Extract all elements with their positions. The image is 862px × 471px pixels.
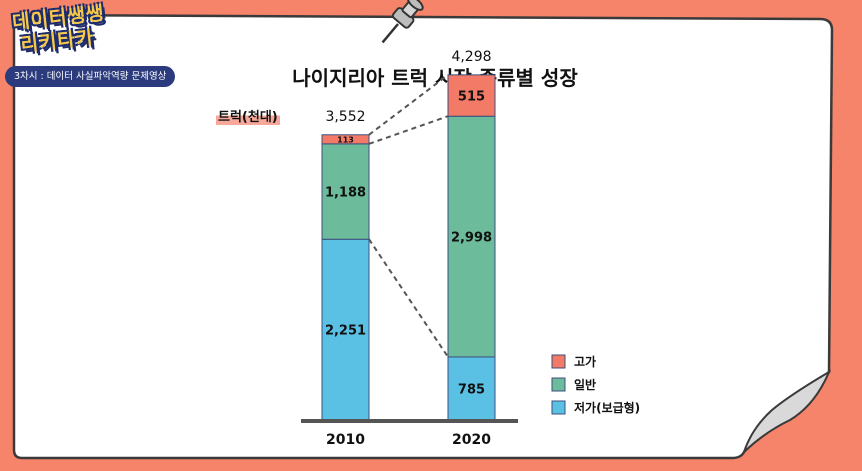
data-label: 785 — [458, 382, 485, 397]
bar-segment — [447, 74, 496, 117]
bar-segment — [447, 115, 496, 358]
chart-title: 나이지리아 트럭 시장 종류별 성장 — [292, 66, 578, 90]
connector-line — [368, 115, 449, 145]
bar-segment — [447, 356, 496, 421]
legend-swatch — [551, 354, 566, 369]
category-label: 2010 — [326, 432, 365, 448]
legend-swatch — [551, 377, 566, 392]
connector-line — [368, 238, 449, 358]
pushpin-icon — [381, 0, 424, 44]
bar-segment — [321, 143, 370, 240]
legend-label: 저가(보급형) — [574, 400, 640, 415]
legend-label: 일반 — [574, 377, 596, 392]
data-label: 2,251 — [325, 324, 366, 339]
connector-line — [368, 74, 449, 136]
data-label: 515 — [458, 90, 485, 105]
y-axis-label: 트럭(천대) — [216, 106, 280, 125]
total-label: 4,298 — [451, 49, 491, 65]
total-label: 3,552 — [325, 109, 365, 125]
legend-swatch — [551, 400, 566, 415]
category-label: 2020 — [452, 432, 491, 448]
lesson-badge: 3차시 : 데이터 사실파악역량 문제영상 — [5, 66, 176, 87]
data-label: 113 — [337, 135, 354, 144]
bar-segment — [321, 134, 370, 145]
bar-segment — [321, 238, 370, 421]
data-label: 1,188 — [325, 186, 366, 201]
page-curl — [743, 369, 832, 453]
legend-label: 고가 — [574, 354, 596, 369]
data-label: 2,998 — [451, 231, 492, 246]
